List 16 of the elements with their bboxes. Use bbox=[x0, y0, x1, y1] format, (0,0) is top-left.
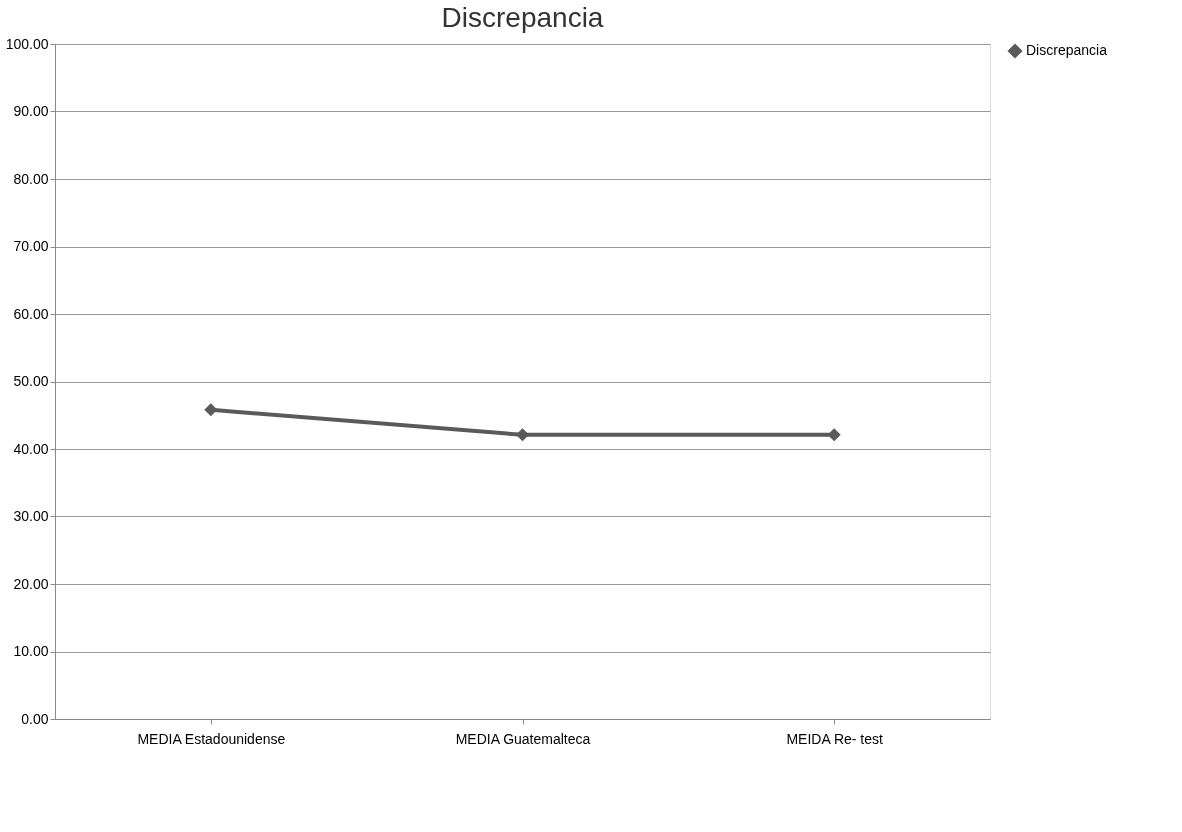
chart-title: Discrepancia bbox=[441, 2, 604, 33]
y-tick-label: 70.00 bbox=[13, 238, 49, 254]
y-tick-label: 40.00 bbox=[13, 440, 49, 457]
y-tick-label: 90.00 bbox=[13, 103, 49, 119]
y-tick-label: 20.00 bbox=[13, 575, 49, 592]
x-tick-label: MEDIA Estadounidense bbox=[137, 730, 286, 747]
x-tick-label: MEDIA Guatemalteca bbox=[455, 730, 591, 747]
y-tick-label: 60.00 bbox=[13, 305, 49, 322]
x-tick-label: MEIDA Re- test bbox=[786, 730, 884, 747]
legend-label: Discrepancia bbox=[1026, 42, 1108, 58]
y-tick-label: 50.00 bbox=[13, 373, 49, 389]
y-tick-label: 0.00 bbox=[21, 710, 49, 727]
y-tick-label: 80.00 bbox=[13, 170, 49, 187]
y-tick-label: 100.00 bbox=[5, 35, 49, 52]
y-tick-label: 10.00 bbox=[13, 643, 49, 659]
y-tick-label: 30.00 bbox=[13, 508, 49, 524]
